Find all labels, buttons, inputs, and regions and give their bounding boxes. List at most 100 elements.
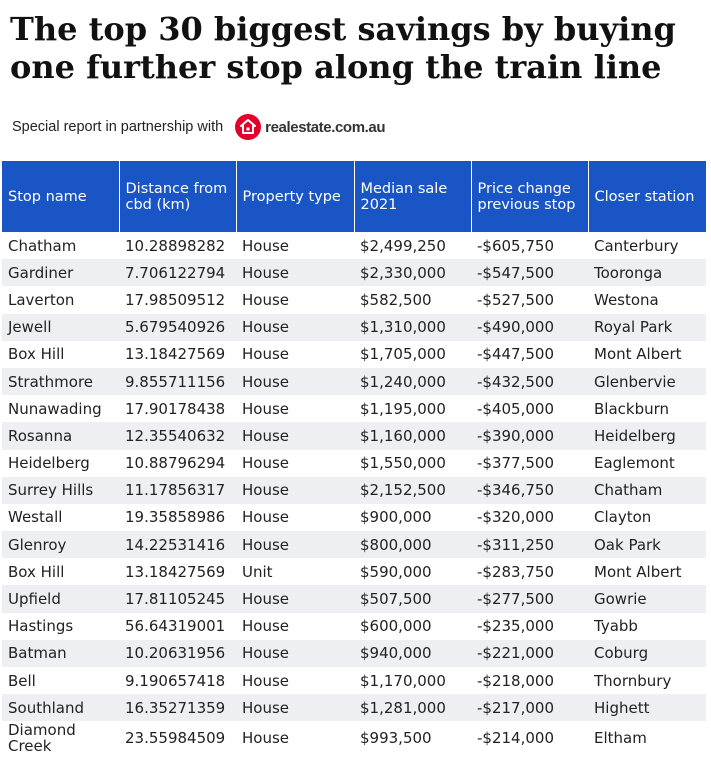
cell-property-type: House [242,399,290,418]
table-row: Upfield 17.81105245 House $507,500 -$277,500… [2,585,706,613]
table-row: Westall 19.35858986 House $900,000 -$320,000… [2,504,706,531]
cell-price-change: -$346,750 [471,476,588,504]
cell-closer-station: Heidelberg [588,422,706,450]
cell-median-sale: $993,500 [360,729,432,748]
cell-stop-name: Surrey Hills [2,476,119,504]
cell-stop-name: Westall [8,508,63,527]
cell-stop-name: Glenroy [2,531,119,559]
table-row: Diamond Creek 23.55984509 House $993,500 -$2… [2,721,706,755]
cell-price-change: -$527,500 [477,290,554,309]
cell-median-sale: $2,330,000 [354,259,471,287]
cell-distance: 13.18427569 [125,345,226,364]
cell-distance: 19.35858986 [125,508,226,527]
cell-median-sale: $900,000 [360,508,432,527]
table-row: Southland 16.35271359 House $1,281,000 -$217… [2,694,706,722]
column-header-distance[interactable]: Distance from cbd (km) [118,161,236,232]
column-header-price-change[interactable]: Price change previous stop [470,161,588,232]
cell-distance: 17.98509512 [125,290,226,309]
cell-distance: 10.28898282 [125,236,226,255]
cell-stop-name: Southland [2,694,119,722]
cell-stop-name: Upfield [2,585,119,613]
cell-closer-station: Mont Albert [594,345,682,364]
table-row: Glenroy 14.22531416 House $800,000 -$311,250… [2,531,706,559]
column-header-stop-name[interactable]: Stop name [2,161,119,232]
cell-closer-station: Tyabb [594,617,638,636]
cell-price-change: -$283,750 [477,562,554,581]
cell-price-change: -$214,000 [477,729,554,748]
table-row: Box Hill 13.18427569 Unit $590,000 -$283,750… [2,558,706,585]
cell-median-sale: $2,152,500 [354,476,471,504]
cell-stop-name: Strathmore [2,367,119,396]
cell-median-sale: $1,281,000 [354,694,471,722]
cell-property-type: House [242,729,290,748]
cell-closer-station: Thornbury [594,671,672,690]
column-header-median-sale[interactable]: Median sale 2021 [353,161,471,232]
brand-name: realestate.com.au [265,118,386,136]
cell-closer-station: Eltham [594,729,647,748]
cell-price-change: -$217,000 [471,694,588,722]
cell-distance: 16.35271359 [119,694,236,722]
cell-closer-station: Mont Albert [594,562,682,581]
savings-table: Stop name Distance from cbd (km) Propert… [2,161,706,755]
cell-median-sale: $2,499,250 [360,236,446,255]
cell-distance: 7.706122794 [119,259,236,287]
cell-price-change: -$447,500 [477,345,554,364]
cell-property-type: House [236,639,354,667]
cell-median-sale: $1,705,000 [360,345,446,364]
cell-price-change: -$390,000 [471,422,588,450]
cell-stop-name: Diamond Creek [8,721,76,756]
table-row: Hastings 56.64319001 House $600,000 -$235,00… [2,613,706,640]
partner-line: Special report in partnership with reale… [12,112,386,142]
cell-distance: 9.855711156 [119,367,236,396]
cell-median-sale: $1,240,000 [354,367,471,396]
cell-median-sale: $600,000 [360,617,432,636]
table-row: Laverton 17.98509512 House $582,500 -$527,50… [2,286,706,313]
cell-stop-name: Laverton [8,290,75,309]
cell-stop-name: Heidelberg [8,454,90,473]
column-header-closer-station[interactable]: Closer station [587,161,706,232]
cell-property-type: House [236,585,354,613]
cell-stop-name: Jewell [2,313,119,341]
cell-distance: 10.20631956 [119,639,236,667]
page-title: The top 30 biggest savings by buying one… [10,10,676,86]
cell-distance: 17.90178438 [125,399,226,418]
cell-property-type: House [242,345,290,364]
cell-price-change: -$547,500 [471,259,588,287]
cell-median-sale: $1,160,000 [354,422,471,450]
cell-price-change: -$218,000 [477,671,554,690]
table-row: Rosanna 12.35540632 House $1,160,000 -$390,0… [2,422,706,450]
cell-stop-name: Chatham [8,236,77,255]
cell-closer-station: Oak Park [588,531,706,559]
cell-distance: 14.22531416 [119,531,236,559]
cell-median-sale: $507,500 [354,585,471,613]
cell-median-sale: $1,170,000 [360,671,446,690]
cell-price-change: -$320,000 [477,508,554,527]
table-row: Batman 10.20631956 House $940,000 -$221,000 C… [2,639,706,667]
table-row: Strathmore 9.855711156 House $1,240,000 -$43… [2,367,706,396]
cell-stop-name: Box Hill [8,345,65,364]
cell-property-type: House [236,422,354,450]
cell-stop-name: Batman [2,639,119,667]
cell-closer-station: Canterbury [594,236,679,255]
cell-price-change: -$405,000 [477,399,554,418]
cell-median-sale: $1,310,000 [354,313,471,341]
table-row: Gardiner 7.706122794 House $2,330,000 -$547,… [2,259,706,287]
cell-property-type: House [236,367,354,396]
cell-closer-station: Eaglemont [594,454,675,473]
cell-median-sale: $1,550,000 [360,454,446,473]
column-header-property-type[interactable]: Property type [235,161,354,232]
cell-stop-name: Gardiner [2,259,119,287]
realestate-logo[interactable]: realestate.com.au [235,114,386,140]
cell-property-type: House [242,290,290,309]
cell-property-type: House [236,476,354,504]
cell-price-change: -$311,250 [471,531,588,559]
cell-property-type: House [242,454,290,473]
cell-median-sale: $590,000 [360,562,432,581]
cell-property-type: House [236,694,354,722]
cell-distance: 5.679540926 [119,313,236,341]
cell-closer-station: Highett [588,694,706,722]
cell-stop-name: Bell [8,671,36,690]
table-header-row: Stop name Distance from cbd (km) Propert… [2,161,706,232]
table-row: Jewell 5.679540926 House $1,310,000 -$490,00… [2,313,706,341]
table-row: Chatham 10.28898282 House $2,499,250 -$605,7… [2,232,706,259]
